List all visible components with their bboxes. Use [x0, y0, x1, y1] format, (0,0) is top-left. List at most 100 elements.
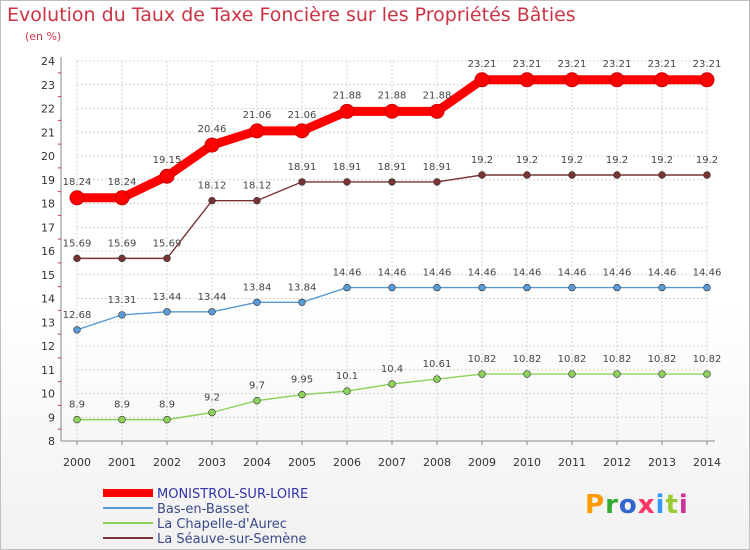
data-point-1 — [613, 283, 621, 292]
data-label-0: 18.24 — [108, 177, 137, 188]
data-point-1 — [208, 308, 216, 316]
y-unit-label: (en %) — [25, 30, 62, 43]
data-point-3 — [613, 171, 621, 179]
data-point-2 — [658, 370, 666, 378]
data-point-1 — [253, 298, 261, 306]
data-point-3 — [703, 171, 711, 179]
data-point-1 — [523, 283, 531, 292]
data-point-2 — [613, 370, 621, 378]
data-label-0: 19.15 — [153, 155, 182, 166]
legend-label-0: MONISTROL-SUR-LOIRE — [157, 487, 308, 502]
data-label-2: 10.61 — [423, 359, 452, 370]
data-point-2 — [253, 396, 261, 405]
logo-letter: o — [618, 490, 638, 520]
data-point-2 — [208, 408, 216, 417]
data-label-1: 14.46 — [513, 268, 542, 279]
logo-letter: i — [655, 490, 666, 520]
data-label-2: 9.95 — [291, 375, 313, 386]
y-tick-label: 18 — [41, 198, 55, 211]
x-tick-label: 2010 — [513, 456, 541, 469]
x-tick-label: 2006 — [333, 456, 361, 469]
data-point-3 — [253, 196, 261, 205]
data-label-1: 13.31 — [108, 295, 137, 306]
data-point-3 — [478, 171, 486, 179]
data-label-0: 23.21 — [693, 59, 722, 70]
data-point-2 — [568, 370, 576, 378]
data-label-1: 14.46 — [648, 268, 677, 279]
chart-title: Evolution du Taux de Taxe Foncière sur l… — [7, 4, 576, 26]
data-point-3 — [118, 254, 126, 263]
data-label-1: 14.46 — [468, 268, 497, 279]
data-label-0: 23.21 — [648, 59, 677, 70]
y-tick-label: 10 — [41, 388, 55, 401]
data-label-1: 14.46 — [333, 268, 362, 279]
data-point-2 — [703, 370, 711, 378]
data-label-3: 18.91 — [288, 162, 317, 173]
data-point-2 — [433, 375, 441, 383]
y-tick-label: 14 — [41, 293, 55, 306]
data-label-3: 18.12 — [198, 181, 227, 192]
data-label-0: 21.88 — [423, 90, 452, 101]
y-tick-label: 21 — [41, 126, 55, 139]
data-point-0 — [339, 103, 355, 119]
data-label-0: 21.06 — [288, 110, 317, 121]
data-label-2: 10.82 — [558, 354, 587, 365]
legend-label-1: Bas-en-Basset — [157, 502, 249, 517]
data-point-0 — [159, 168, 175, 184]
legend-label-2: La Chapelle-d'Aurec — [157, 517, 287, 532]
data-label-1: 13.44 — [198, 292, 227, 303]
data-label-0: 23.21 — [558, 59, 587, 70]
data-point-3 — [208, 196, 216, 205]
data-label-2: 10.82 — [648, 354, 677, 365]
y-tick-label: 24 — [41, 55, 55, 68]
data-label-1: 12.68 — [63, 310, 92, 321]
x-tick-label: 2009 — [468, 456, 496, 469]
data-label-0: 18.24 — [63, 177, 92, 188]
data-label-3: 18.91 — [333, 162, 362, 173]
data-point-1 — [73, 326, 81, 334]
logo-letter: i — [678, 490, 689, 520]
data-point-1 — [343, 283, 351, 292]
data-label-3: 19.2 — [471, 155, 493, 166]
data-label-3: 15.69 — [63, 238, 92, 249]
data-point-1 — [433, 283, 441, 292]
data-label-0: 21.88 — [378, 90, 407, 101]
y-tick-label: 22 — [41, 103, 55, 116]
data-label-2: 10.82 — [603, 354, 632, 365]
data-point-2 — [388, 380, 396, 388]
logo-letter: t — [665, 490, 679, 520]
data-label-2: 9.2 — [204, 393, 220, 404]
data-label-0: 23.21 — [513, 59, 542, 70]
x-tick-label: 2003 — [198, 456, 226, 469]
data-point-3 — [523, 171, 531, 179]
data-point-2 — [118, 415, 126, 424]
data-point-0 — [699, 72, 715, 88]
y-tick-label: 17 — [41, 221, 55, 234]
data-point-2 — [343, 387, 351, 395]
y-tick-label: 20 — [41, 150, 55, 163]
data-label-1: 13.84 — [243, 282, 272, 293]
data-label-3: 19.2 — [561, 155, 583, 166]
data-point-2 — [478, 370, 486, 378]
data-point-2 — [163, 415, 171, 424]
data-point-0 — [519, 72, 535, 88]
data-point-1 — [298, 298, 306, 306]
x-tick-label: 2012 — [603, 456, 631, 469]
data-point-0 — [69, 190, 85, 206]
data-point-1 — [703, 283, 711, 292]
data-point-0 — [249, 123, 265, 139]
data-point-3 — [343, 178, 351, 186]
data-label-3: 15.69 — [153, 238, 182, 249]
data-point-3 — [73, 254, 81, 263]
data-label-3: 18.91 — [423, 162, 452, 173]
data-label-1: 14.46 — [558, 268, 587, 279]
data-label-1: 14.46 — [693, 268, 722, 279]
data-point-0 — [384, 103, 400, 119]
legend-label-3: La Séauve-sur-Semène — [157, 532, 307, 547]
data-label-0: 23.21 — [603, 59, 632, 70]
data-label-2: 10.82 — [468, 354, 497, 365]
data-point-0 — [114, 190, 130, 206]
data-point-0 — [609, 72, 625, 88]
